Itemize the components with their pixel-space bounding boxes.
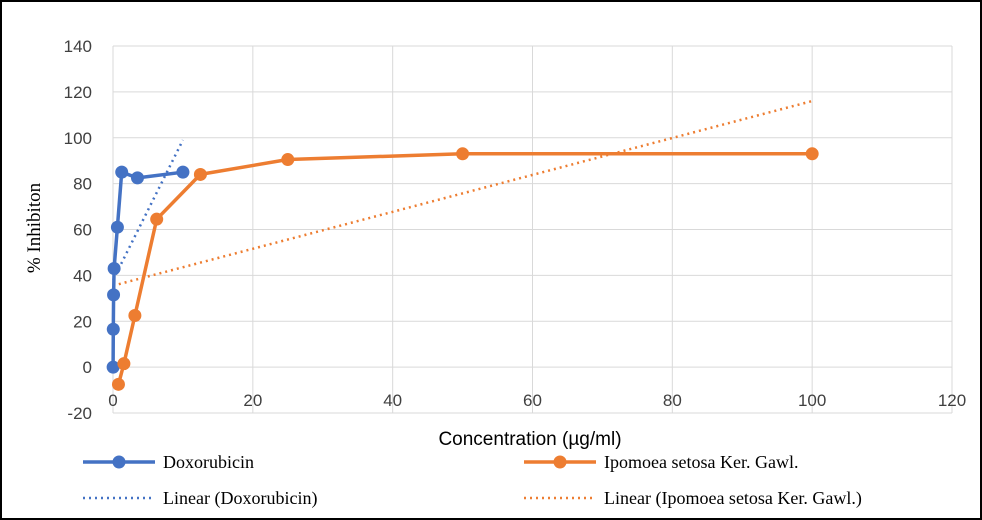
data-point <box>110 220 124 234</box>
data-point <box>281 153 295 167</box>
trendline-0 <box>112 139 185 281</box>
data-point <box>193 167 207 181</box>
series-lines <box>111 152 813 385</box>
data-point <box>805 147 819 161</box>
x-tick-label: 100 <box>798 391 826 410</box>
data-point <box>111 377 125 391</box>
data-point <box>115 165 129 179</box>
legend: Doxorubicin Ipomoea setosa Ker. Gawl. Li… <box>83 452 862 509</box>
legend-label-linear-ipomoea: Linear (Ipomoea setosa Ker. Gawl.) <box>604 488 862 509</box>
trendline-1 <box>112 99 813 287</box>
x-tick-labels: 0 20 40 60 80 100 120 <box>108 391 966 410</box>
y-tick-label: 40 <box>73 266 92 285</box>
y-tick-label: 0 <box>83 358 92 377</box>
x-tick-label: 60 <box>523 391 542 410</box>
y-tick-label: 120 <box>64 83 92 102</box>
x-tick-label: 20 <box>243 391 262 410</box>
legend-label-linear-doxorubicin: Linear (Doxorubicin) <box>163 488 317 509</box>
legend-label-doxorubicin: Doxorubicin <box>163 452 254 472</box>
data-point <box>150 212 164 226</box>
x-axis-title: Concentration (µg/ml) <box>438 429 621 450</box>
data-point <box>107 288 121 302</box>
data-point <box>117 357 131 371</box>
y-tick-label: 60 <box>73 221 92 240</box>
y-tick-label: -20 <box>67 404 92 423</box>
data-point <box>106 322 120 336</box>
trendlines <box>112 99 813 287</box>
x-tick-label: 80 <box>663 391 682 410</box>
y-tick-label: 20 <box>73 312 92 331</box>
series-line-1 <box>116 152 813 385</box>
data-point <box>107 261 121 275</box>
legend-marker-ipomoea <box>553 455 567 469</box>
y-tick-labels: -20 0 20 40 60 80 100 120 140 <box>64 37 92 423</box>
x-tick-label: 120 <box>938 391 966 410</box>
data-point <box>106 360 120 374</box>
data-point <box>456 147 470 161</box>
series-markers <box>106 147 819 391</box>
legend-label-ipomoea: Ipomoea setosa Ker. Gawl. <box>604 452 798 472</box>
y-tick-label: 80 <box>73 175 92 194</box>
y-axis-title: % Inhibiton <box>24 182 45 273</box>
x-tick-label: 0 <box>108 391 117 410</box>
data-point <box>130 171 144 185</box>
legend-marker-doxorubicin <box>112 455 126 469</box>
y-tick-label: 100 <box>64 129 92 148</box>
y-tick-label: 140 <box>64 37 92 56</box>
data-point <box>128 309 142 323</box>
x-tick-label: 40 <box>383 391 402 410</box>
grid <box>112 45 953 414</box>
data-point <box>176 165 190 179</box>
